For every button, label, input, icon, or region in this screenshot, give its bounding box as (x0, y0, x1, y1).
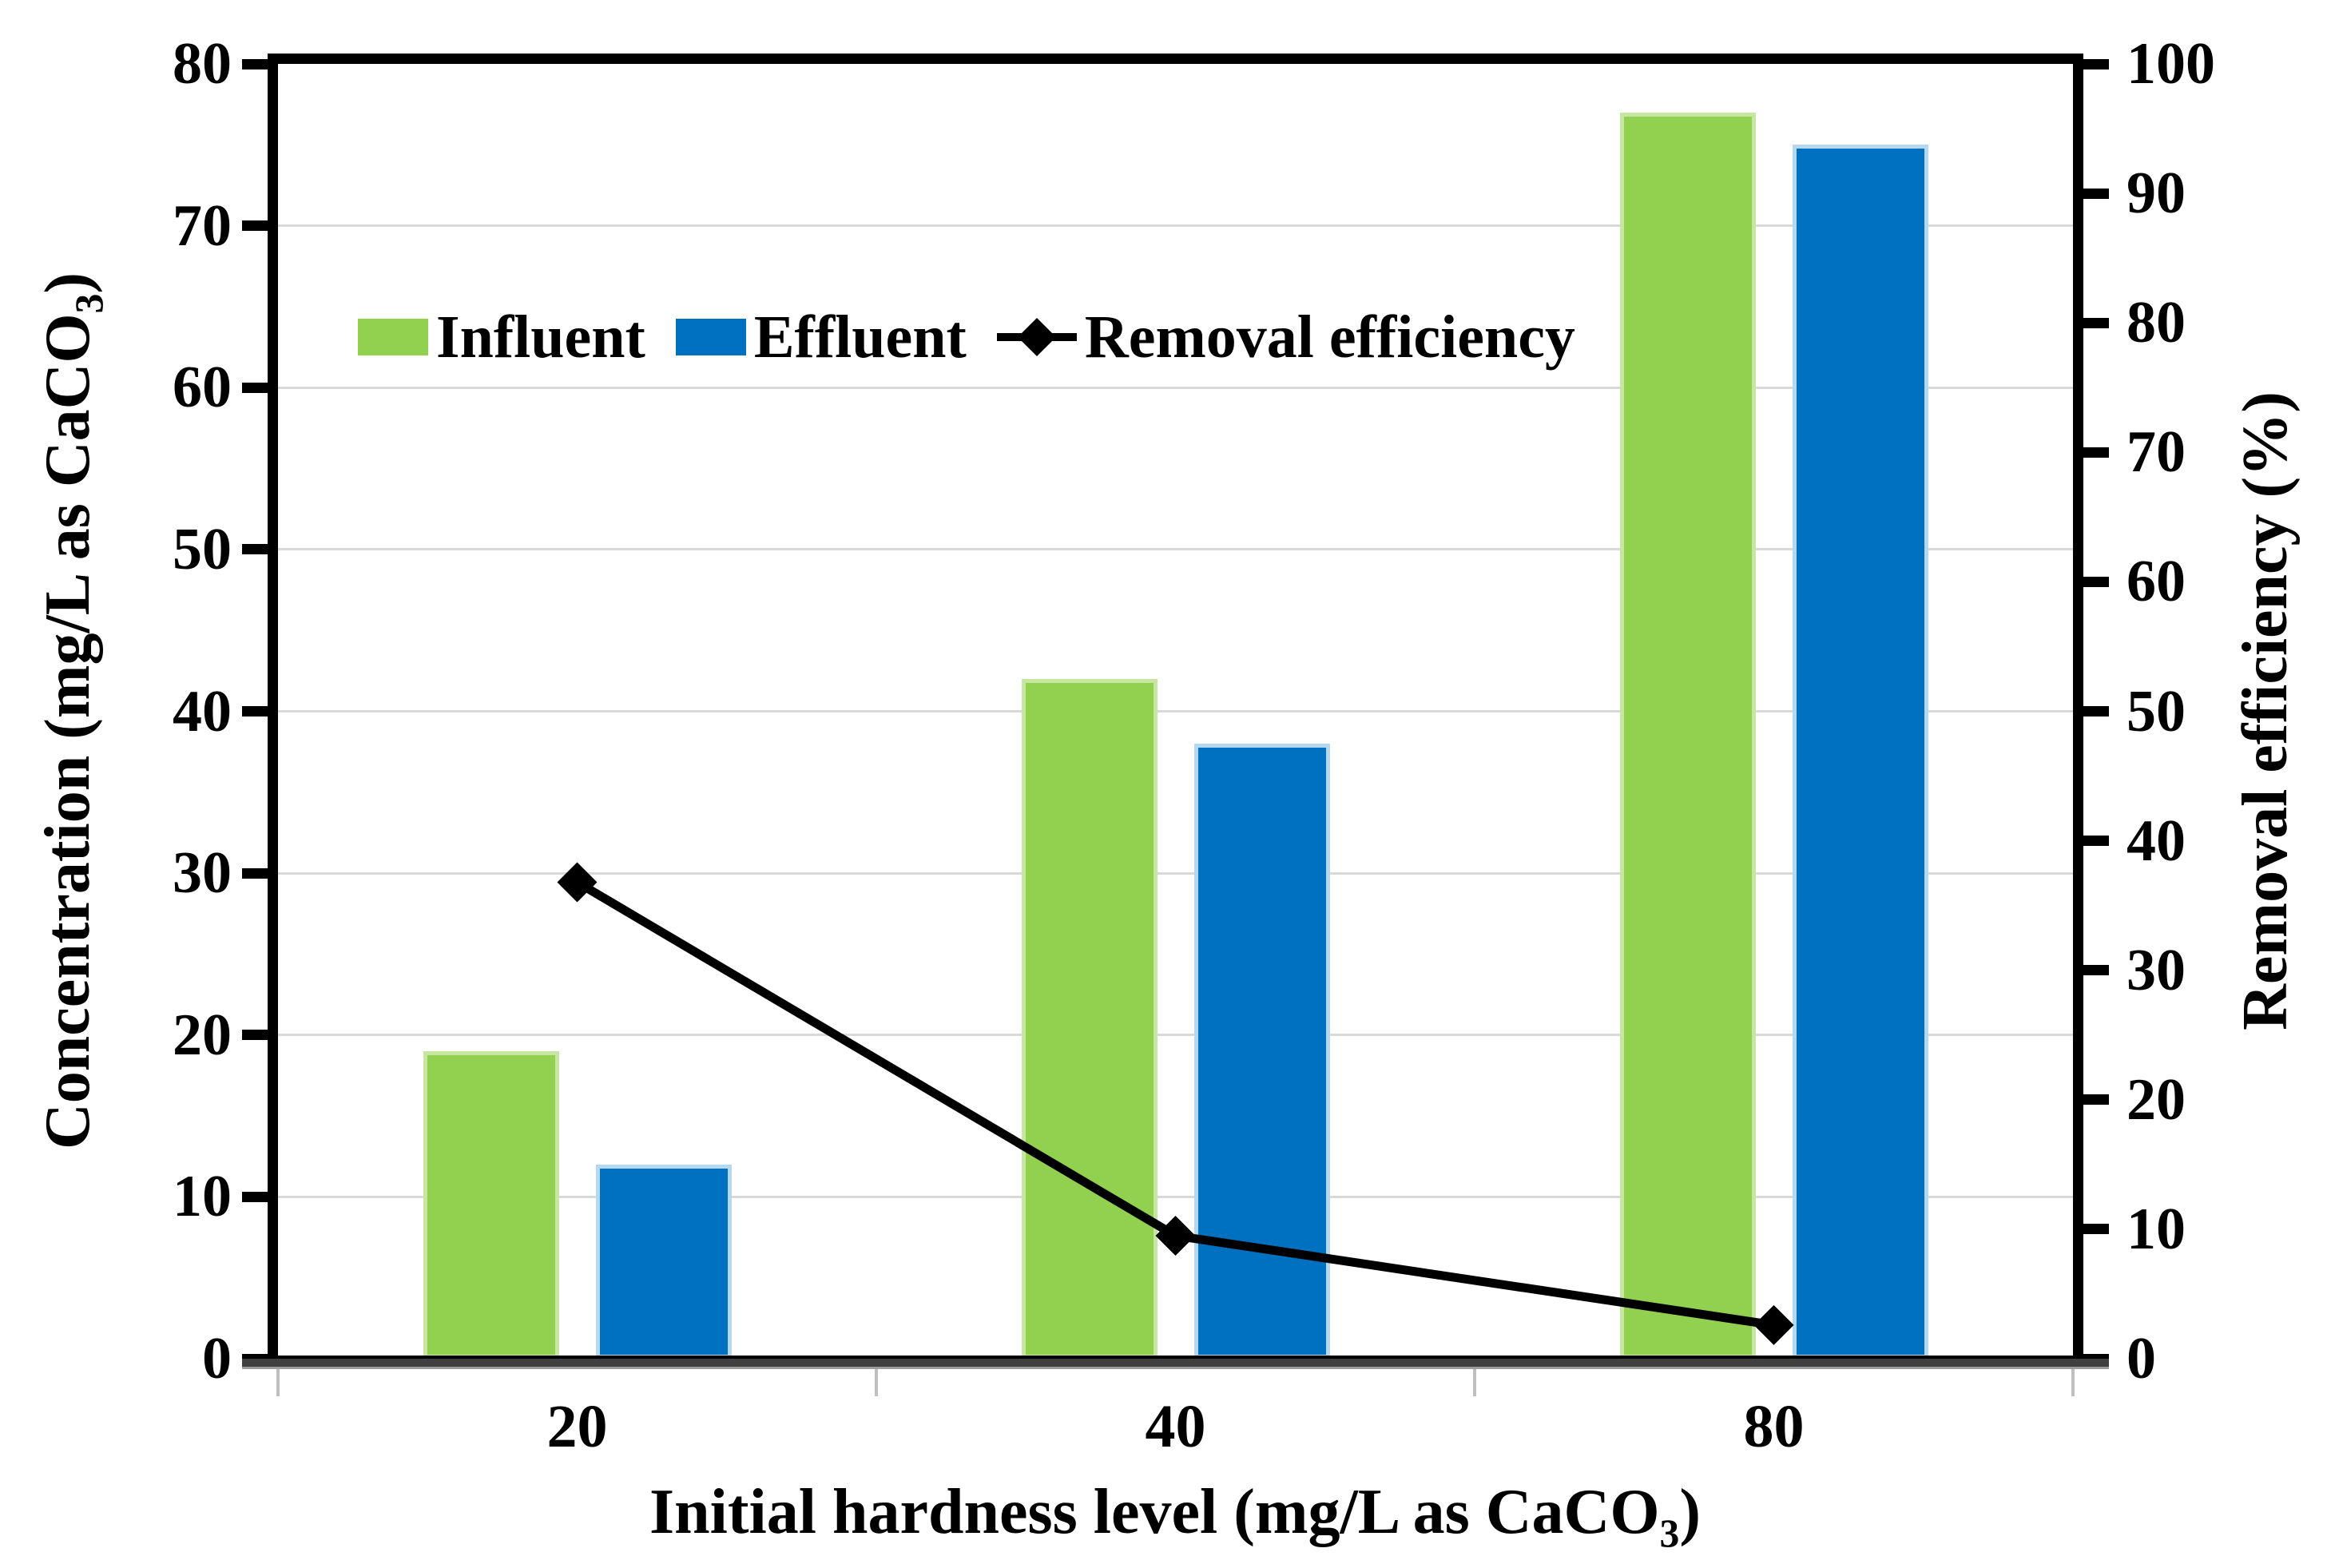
influent-bar-20 (423, 1051, 559, 1359)
left-tick-50 (242, 544, 268, 555)
right-tick-60 (2083, 576, 2109, 587)
left-axis-line (268, 54, 278, 1364)
right-tick-20 (2083, 1094, 2109, 1106)
legend-item-removal-efficiency: Removal efficiency (996, 304, 1575, 371)
left-tick-label-10: 10 (173, 1164, 232, 1230)
x-axis-line (242, 1356, 2109, 1369)
left-tick-10 (242, 1191, 268, 1202)
left-tick-30 (242, 867, 268, 879)
effluent-bar-20 (595, 1164, 732, 1359)
removal-efficiency-marker-80 (1753, 1304, 1794, 1345)
left-tick-label-60: 60 (173, 355, 232, 421)
gridline-70 (278, 224, 2073, 228)
x-tick-label-40: 40 (1145, 1393, 1206, 1460)
right-tick-40 (2083, 836, 2109, 847)
right-tick-70 (2083, 447, 2109, 458)
left-tick-80 (242, 58, 268, 69)
right-tick-30 (2083, 965, 2109, 976)
right-tick-10 (2083, 1224, 2109, 1235)
x-boundary-tick-1 (875, 1369, 878, 1396)
left-tick-label-80: 80 (173, 31, 232, 97)
right-tick-label-70: 70 (2126, 419, 2186, 486)
legend-item-influent: Influent (358, 307, 645, 367)
right-tick-label-90: 90 (2126, 161, 2186, 227)
right-tick-80 (2083, 317, 2109, 328)
left-tick-label-30: 30 (173, 840, 232, 907)
right-axis-title: Removal efficiency (%) (2230, 391, 2301, 1030)
gridline-60 (278, 386, 2073, 389)
left-tick-label-40: 40 (173, 678, 232, 744)
right-tick-50 (2083, 706, 2109, 717)
legend-label-influent: Influent (436, 304, 645, 371)
x-axis-title: Initial hardness level (mg/L as CaCO3) (649, 1477, 1701, 1555)
x-tick-label-20: 20 (546, 1393, 608, 1460)
right-tick-label-60: 60 (2126, 549, 2186, 615)
left-tick-label-50: 50 (173, 516, 232, 582)
effluent-bar-80 (1792, 145, 1928, 1359)
x-boundary-tick-2 (1473, 1369, 1476, 1396)
gridline-30 (278, 871, 2073, 875)
gridline-40 (278, 710, 2073, 713)
right-tick-label-10: 10 (2126, 1196, 2186, 1262)
legend: Influent Effluent Removal efficiency (358, 307, 1575, 367)
influent-swatch-icon (358, 319, 428, 355)
legend-label-effluent: Effluent (753, 304, 967, 371)
influent-bar-80 (1619, 112, 1756, 1359)
right-tick-label-20: 20 (2126, 1066, 2186, 1133)
influent-bar-40 (1021, 678, 1158, 1359)
left-tick-label-0: 0 (202, 1326, 232, 1391)
right-tick-label-100: 100 (2126, 31, 2215, 97)
effluent-bar-40 (1193, 744, 1330, 1359)
right-tick-label-80: 80 (2126, 290, 2186, 356)
left-tick-60 (242, 382, 268, 393)
gridline-10 (278, 1195, 2073, 1198)
left-tick-label-20: 20 (173, 1002, 232, 1068)
left-tick-20 (242, 1030, 268, 1041)
plot-top-border (268, 54, 2083, 64)
legend-item-effluent: Effluent (675, 304, 967, 371)
left-tick-70 (242, 220, 268, 232)
x-boundary-tick-0 (276, 1369, 280, 1396)
legend-label-removal-efficiency: Removal efficiency (1084, 304, 1575, 371)
right-axis-line (2073, 54, 2083, 1364)
left-tick-40 (242, 706, 268, 717)
right-tick-100 (2083, 58, 2109, 69)
x-boundary-tick-3 (2071, 1369, 2075, 1396)
removal-efficiency-marker-40 (1155, 1216, 1196, 1256)
diamond-line-marker-icon (996, 317, 1077, 357)
removal-efficiency-marker-20 (557, 862, 598, 903)
x-tick-label-80: 80 (1743, 1393, 1805, 1460)
gridline-50 (278, 548, 2073, 551)
gridline-20 (278, 1034, 2073, 1037)
right-tick-90 (2083, 188, 2109, 199)
right-tick-label-50: 50 (2126, 678, 2186, 744)
left-tick-label-70: 70 (173, 193, 232, 259)
left-axis-title: Concentration (mg/L as CaCO3) (33, 272, 111, 1150)
right-tick-label-0: 0 (2126, 1326, 2156, 1391)
right-tick-label-30: 30 (2126, 937, 2186, 1003)
right-tick-label-40: 40 (2126, 808, 2186, 874)
effluent-swatch-icon (675, 319, 746, 355)
